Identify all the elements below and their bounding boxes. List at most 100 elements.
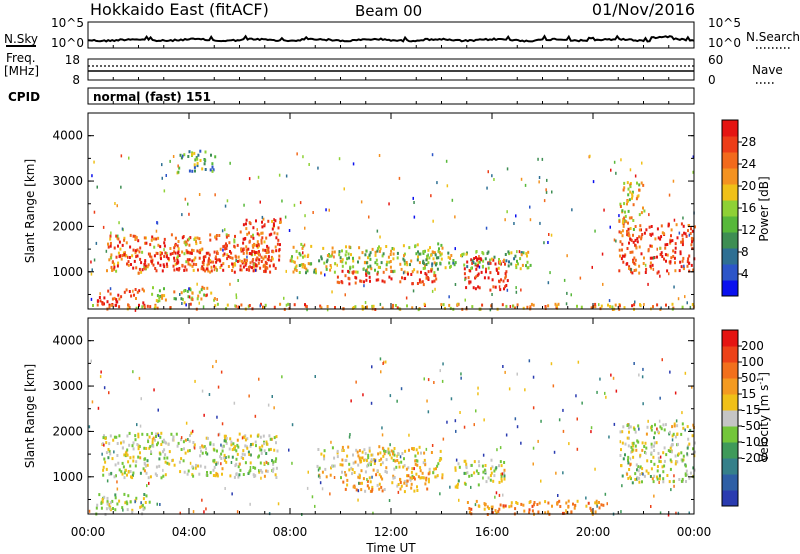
range-gate-cell <box>317 166 319 170</box>
range-gate-cell <box>618 230 621 234</box>
range-gate-cell <box>330 466 332 470</box>
range-gate-cell <box>229 282 231 286</box>
range-gate-cell <box>492 479 495 483</box>
range-gate-cell <box>615 389 618 393</box>
range-gate-cell <box>245 248 248 252</box>
range-gate-cell <box>400 387 403 391</box>
range-gate-cell <box>418 261 421 265</box>
range-gate-cell <box>477 460 480 464</box>
range-gate-cell <box>325 260 328 264</box>
range-gate-cell <box>114 303 117 307</box>
range-gate-cell <box>647 471 650 475</box>
range-gate-cell <box>139 471 142 475</box>
range-gate-cell <box>193 258 196 262</box>
range-gate-cell <box>659 511 662 515</box>
range-gate-cell <box>638 480 641 484</box>
range-gate-cell <box>305 271 307 275</box>
range-gate-cell <box>304 226 306 230</box>
frequency-panel: Freq. [MHz] 18 8 60 0 Nave <box>4 51 783 87</box>
range-gate-cell <box>358 456 361 460</box>
range-gate-cell <box>127 460 130 464</box>
range-gate-cell <box>423 302 426 306</box>
range-gate-cell <box>691 229 694 233</box>
range-gate-cell <box>360 488 363 492</box>
range-gate-cell <box>681 305 684 309</box>
range-gate-cell <box>489 258 491 262</box>
range-gate-cell <box>256 228 258 232</box>
range-gate-cell <box>320 257 323 261</box>
range-gate-cell <box>292 270 295 274</box>
range-gate-cell <box>594 467 596 471</box>
range-gate-cell <box>275 476 278 479</box>
range-gate-cell <box>629 475 632 479</box>
range-gate-cell <box>293 260 296 264</box>
range-gate-cell <box>370 459 373 463</box>
range-gate-cell <box>179 153 182 157</box>
range-gate-cell <box>352 271 355 275</box>
range-gate-cell <box>411 447 414 451</box>
range-gate-cell <box>416 463 419 467</box>
range-gate-cell <box>659 237 662 241</box>
range-gate-cell <box>490 467 492 471</box>
range-gate-cell <box>356 450 359 454</box>
range-gate-cell <box>108 472 111 476</box>
range-gate-cell <box>205 251 208 255</box>
range-gate-cell <box>389 260 392 263</box>
range-gate-cell <box>669 446 672 450</box>
range-gate-cell <box>410 273 413 276</box>
range-gate-cell <box>163 189 166 193</box>
range-gate-cell <box>674 391 677 395</box>
range-gate-cell <box>465 252 468 256</box>
range-gate-cell <box>637 424 640 428</box>
range-gate-cell <box>608 299 611 303</box>
range-gate-cell <box>148 481 150 485</box>
range-gate-cell <box>487 276 490 280</box>
range-gate-cell <box>624 442 627 446</box>
range-gate-cell <box>654 237 657 241</box>
range-gate-cell <box>215 237 218 241</box>
range-gate-cell <box>419 252 422 256</box>
range-gate-cell <box>263 474 266 478</box>
range-gate-cell <box>379 463 382 467</box>
range-gate-cell <box>622 425 625 429</box>
range-gate-cell <box>213 465 216 469</box>
range-gate-cell <box>137 447 140 451</box>
range-gate-cell <box>118 305 121 309</box>
range-gate-cell <box>234 234 236 238</box>
range-gate-cell <box>681 243 684 247</box>
range-gate-cell <box>328 208 330 212</box>
range-gate-cell <box>254 466 257 470</box>
range-gate-cell <box>690 263 693 267</box>
range-gate-cell <box>614 303 617 307</box>
range-gate-cell <box>532 462 534 466</box>
range-gate-cell <box>648 213 650 217</box>
range-gate-cell <box>347 445 350 449</box>
range-gate-cell <box>222 262 225 266</box>
range-gate-cell <box>595 502 598 506</box>
range-gate-cell <box>203 510 205 514</box>
range-gate-cell <box>689 232 692 235</box>
range-gate-cell <box>122 508 124 512</box>
y-tick-label: 3000 <box>52 379 83 393</box>
range-gate-cell <box>368 476 371 480</box>
range-gate-cell <box>109 501 112 505</box>
range-gate-cell <box>681 477 684 481</box>
range-gate-cell <box>265 452 268 455</box>
range-gate-cell <box>494 509 497 513</box>
range-gate-cell <box>410 486 413 490</box>
range-gate-cell <box>159 253 162 257</box>
range-gate-cell <box>455 429 457 433</box>
range-gate-cell <box>357 498 359 502</box>
range-gate-cell <box>211 169 214 173</box>
range-gate-cell <box>123 236 126 240</box>
noise-panel: N.Sky 10^5 10^0 10^5 10^0 N.Search <box>4 16 800 50</box>
range-gate-cell <box>182 459 185 463</box>
range-gate-cell <box>307 470 309 474</box>
range-gate-cell <box>146 433 149 437</box>
range-gate-cell <box>437 256 440 260</box>
range-gate-cell <box>581 401 583 405</box>
range-gate-cell <box>679 252 682 256</box>
range-gate-cell <box>243 258 246 262</box>
range-gate-cell <box>664 253 667 257</box>
range-gate-cell <box>628 216 631 220</box>
